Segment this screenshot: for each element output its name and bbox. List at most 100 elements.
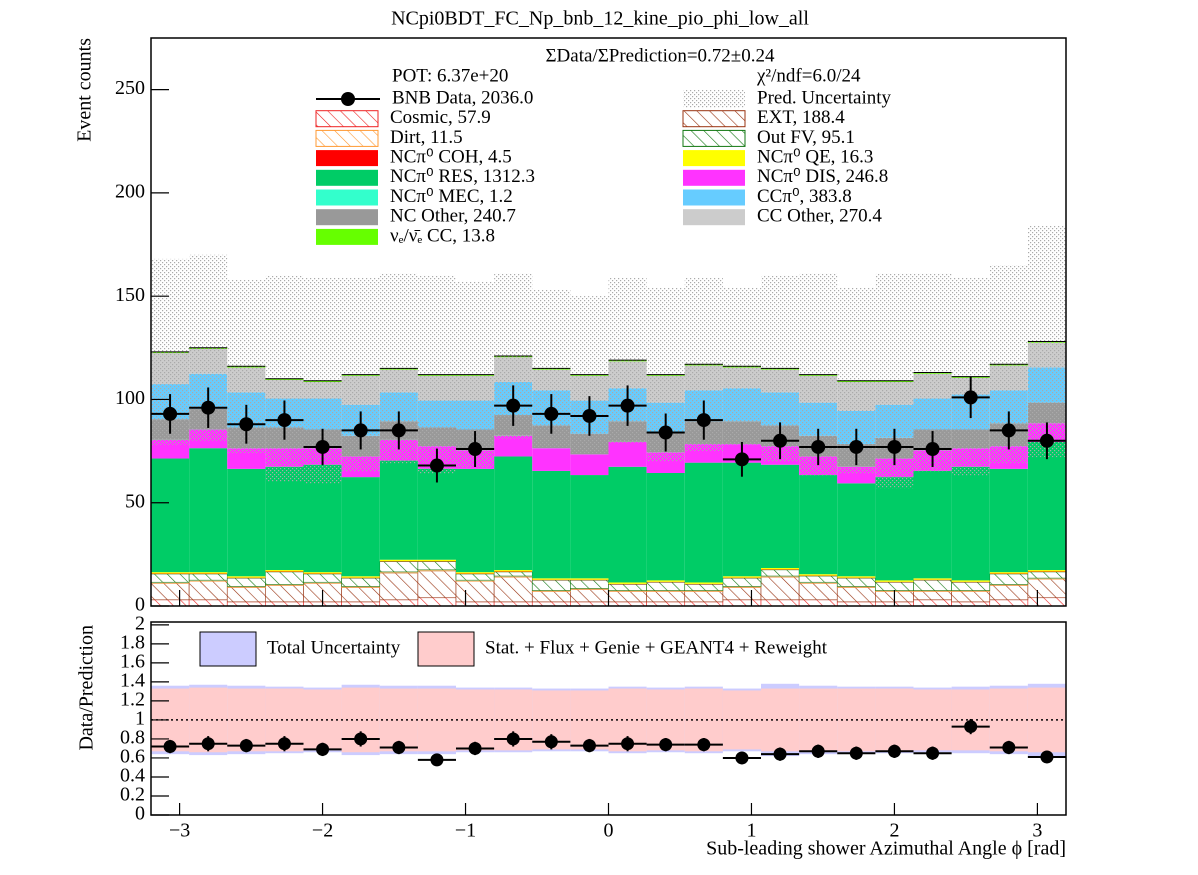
ratio-point: [582, 739, 596, 753]
data-point: [658, 425, 673, 440]
stack-segment: [608, 466, 647, 583]
y-tick-label: 1.6: [120, 650, 145, 672]
x-tick-label: −2: [312, 820, 333, 842]
ratio-point: [354, 732, 368, 746]
ratio-point: [468, 741, 482, 755]
legend-label: NCπ⁰ DIS, 246.8: [757, 166, 888, 187]
stack-segment: [417, 468, 456, 560]
stack-segment: [875, 477, 914, 581]
stack-segment: [951, 591, 991, 603]
stack-segment: [417, 597, 457, 607]
ratio-point: [1002, 740, 1016, 754]
stack-segment: [188, 580, 228, 601]
stack-segment: [836, 577, 876, 587]
data-point: [468, 442, 483, 457]
stack-segment: [722, 462, 762, 577]
stack-segment: [951, 466, 990, 581]
y-tick-label: 1: [135, 708, 145, 730]
data-point: [506, 398, 521, 413]
stack-segment: [570, 578, 609, 580]
data-point: [849, 439, 864, 454]
ratio-point: [887, 744, 901, 758]
legend-label: Out FV, 95.1: [757, 127, 855, 148]
stack-segment: [1027, 571, 1067, 579]
ratio-point: [201, 737, 215, 751]
stack-segment: [532, 448, 571, 471]
legend-swatch: [683, 90, 745, 108]
legend-label: EXT, 188.4: [757, 107, 845, 128]
stack-segment: [493, 571, 533, 577]
y-tick-label: 0.8: [120, 727, 145, 749]
stack-segment: [722, 587, 762, 601]
stack-segment: [608, 442, 647, 467]
legend-label: NCπ⁰ COH, 4.5: [390, 146, 512, 167]
x-tick-label: 1: [746, 820, 756, 842]
stack-segment: [684, 462, 723, 583]
ratio-y-axis-title: Data/Prediction: [76, 625, 98, 751]
stack-segment: [379, 599, 419, 607]
data-point: [1001, 423, 1016, 438]
legend-swatch: [682, 129, 746, 147]
x-tick-label: 3: [1032, 820, 1042, 842]
ratio-frame: [150, 621, 1067, 816]
x-tick-label: 0: [604, 820, 614, 842]
stack-segment: [379, 460, 418, 560]
stack-segment: [150, 599, 190, 607]
stack-segment: [913, 578, 952, 580]
stack-segment: [417, 561, 457, 571]
x-tick-label: 2: [889, 820, 899, 842]
y-tick-label: 1.2: [120, 689, 145, 711]
ratio-point: [163, 740, 177, 754]
data-point: [734, 452, 749, 467]
stack-segment: [494, 456, 533, 571]
data-point: [315, 439, 330, 454]
stack-segment: [722, 599, 762, 607]
stack-segment: [265, 571, 304, 585]
legend-label: NC Other, 240.7: [390, 206, 516, 227]
stack-segment: [379, 572, 419, 601]
stack-segment: [188, 599, 228, 607]
legend-swatch: [315, 129, 379, 147]
stack-segment: [226, 577, 266, 587]
y-tick-label: 200: [115, 181, 145, 203]
stack-segment: [798, 575, 838, 583]
data-point: [887, 439, 902, 454]
stack-segment: [761, 464, 800, 568]
legend-swatch: [315, 110, 379, 128]
legend-swatch: [316, 209, 378, 226]
ratio-point: [506, 732, 520, 746]
stack-segment: [684, 584, 724, 591]
stack-segment: [722, 576, 762, 578]
stack-segment: [455, 573, 495, 581]
stack-segment: [913, 470, 952, 579]
legend-swatch: [199, 631, 257, 667]
stack-segment: [1027, 597, 1067, 607]
ratio-point: [735, 751, 749, 765]
ratio-point: [811, 744, 825, 758]
stack-segment: [189, 572, 228, 574]
ratio-point: [316, 742, 330, 756]
stack-segment: [646, 580, 685, 582]
stack-segment: [227, 468, 266, 577]
stack-segment: [875, 580, 914, 582]
x-axis-title: Sub-leading shower Azimuthal Angle ϕ [ra…: [706, 838, 1066, 860]
stack-segment: [798, 582, 838, 601]
y-tick-label: 1.8: [120, 631, 145, 653]
stack-segment: [189, 448, 228, 573]
y-axis-title: Event counts: [74, 38, 96, 142]
ratio-point: [697, 738, 711, 752]
legend-label: Dirt, 11.5: [390, 127, 463, 148]
y-tick-label: 0.4: [120, 765, 145, 787]
stack-segment: [837, 576, 876, 578]
ratio-point: [239, 739, 253, 753]
ratio-point: [773, 747, 787, 761]
ratio-summary: ΣData/ΣPrediction=0.72±0.24: [545, 45, 775, 66]
legend-swatch: [316, 150, 378, 167]
x-tick-label: −1: [455, 820, 476, 842]
stack-segment: [836, 587, 876, 603]
ratio-point: [964, 720, 978, 734]
legend-label: νₑ/ν̄ₑ CC, 13.8: [390, 225, 495, 246]
y-tick-label: 2: [135, 612, 145, 634]
stack-segment: [989, 585, 1029, 601]
ratio-point: [926, 746, 940, 760]
